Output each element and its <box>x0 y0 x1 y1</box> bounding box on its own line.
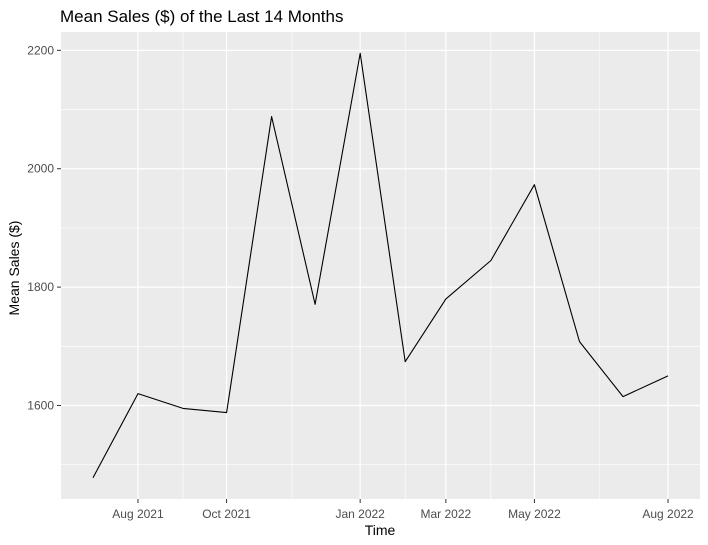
y-axis-title: Mean Sales ($) <box>6 221 22 316</box>
x-axis-title: Time <box>365 522 396 538</box>
x-tick-label: Mar 2022 <box>421 507 472 521</box>
data-layer <box>92 52 669 478</box>
x-tick-label: May 2022 <box>508 507 561 521</box>
x-tick-label: Oct 2021 <box>202 507 251 521</box>
x-tick-label: Aug 2021 <box>112 507 164 521</box>
y-tick-label: 2000 <box>27 162 54 176</box>
x-tick-label: Jan 2022 <box>335 507 385 521</box>
y-tick-label: 1600 <box>27 398 54 412</box>
axes: 1600 1800 2000 2200 Aug 2021 Oct 2021 Jan 2022… <box>27 43 694 521</box>
y-tick-label: 2200 <box>27 43 54 57</box>
series-line <box>92 52 669 478</box>
minor-gridlines <box>61 32 700 499</box>
x-tick-label: Aug 2022 <box>642 507 694 521</box>
major-gridlines <box>61 32 700 499</box>
plot-panel <box>61 32 700 499</box>
chart-title: Mean Sales ($) of the Last 14 Months <box>60 7 344 26</box>
y-tick-label: 1800 <box>27 280 54 294</box>
